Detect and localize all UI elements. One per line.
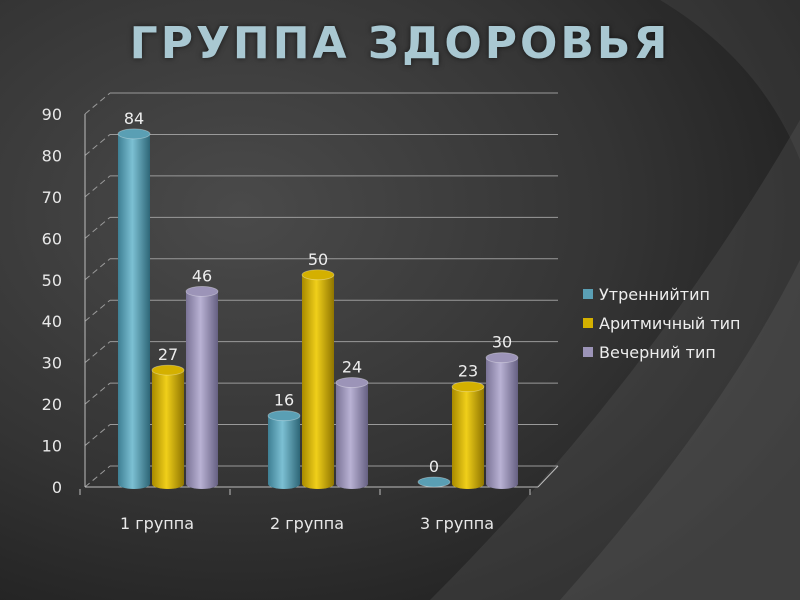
bar [151,364,185,489]
bar [451,381,485,489]
bar [301,269,335,489]
data-label: 46 [192,266,212,285]
x-category-label: 3 группа [420,514,494,533]
bar [185,285,219,489]
legend-swatch [583,318,593,328]
bar [267,410,301,489]
chart-bars: 84 27 46 16 50 24 0 23 30 [117,109,519,489]
chart-axes: 0 10 20 30 40 50 60 70 80 90 1 группа 2 группа 3 гру… [42,92,559,533]
chart-legend: Утреннийтип Аритмичный тип Вечерний тип [583,285,741,362]
y-tick-label: 20 [42,395,62,414]
side-gridline [84,258,111,281]
side-gridline [84,175,111,198]
y-tick-label: 90 [42,105,62,124]
side-gridline [84,134,111,156]
data-label: 23 [458,362,478,381]
data-label: 84 [124,109,144,128]
y-tick-label: 30 [42,354,62,373]
side-gridline [84,382,111,405]
bar [417,476,451,488]
legend-swatch [583,289,593,299]
data-label: 50 [308,250,328,269]
slide-title: ГРУППА ЗДОРОВЬЯ [129,18,671,69]
y-tick-label: 0 [52,478,62,497]
data-label: 27 [158,345,178,364]
side-gridline [84,299,111,322]
legend-label: Утреннийтип [599,285,710,304]
y-tick-label: 60 [42,229,62,248]
side-gridline [84,465,111,488]
legend-label: Аритмичный тип [599,314,741,333]
data-label: 0 [429,457,439,476]
y-tick-label: 80 [42,146,62,165]
floor-edge-line [537,465,559,488]
data-label: 16 [274,391,294,410]
y-tick-label: 50 [42,271,62,290]
x-category-label: 2 группа [270,514,344,533]
side-gridline [84,92,111,115]
side-gridline [84,424,111,446]
bar [485,352,519,489]
y-tick-label: 10 [42,437,62,456]
side-gridline [84,216,111,239]
bar [117,128,151,489]
data-label: 24 [342,358,362,377]
bar [335,377,369,489]
data-label: 30 [492,333,512,352]
y-tick-label: 70 [42,188,62,207]
legend-swatch [583,347,593,357]
y-tick-label: 40 [42,312,62,331]
side-gridline [84,341,111,364]
legend-label: Вечерний тип [599,343,716,362]
x-category-label: 1 группа [120,514,194,533]
